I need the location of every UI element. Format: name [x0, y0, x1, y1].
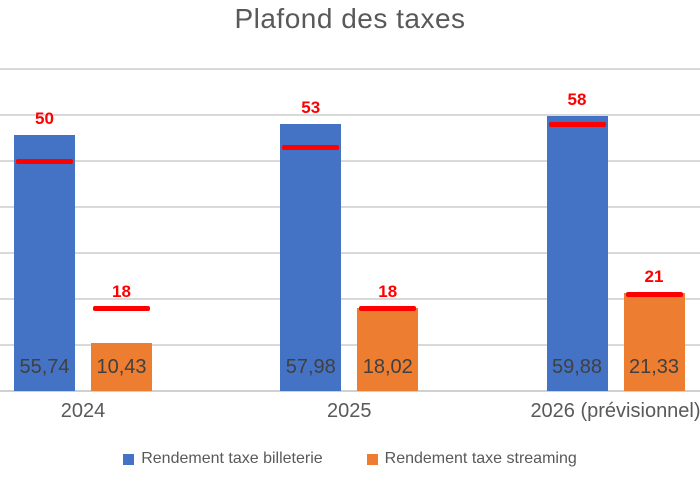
- bar-billeterie-2026: [546, 115, 608, 391]
- gridline-30: [0, 252, 700, 254]
- ceiling-label-billeterie-2026: 58: [567, 89, 587, 109]
- value-label-billeterie-2025: 57,98: [285, 356, 336, 378]
- value-label-streaming-2025: 18,02: [362, 356, 413, 378]
- bar-billeterie-2024: [14, 134, 75, 391]
- legend-swatch-icon: [123, 454, 135, 465]
- ceiling-label-streaming-2026: 21: [644, 266, 664, 286]
- ceiling-marker-streaming-2025: [359, 305, 417, 311]
- ceiling-marker-billeterie-2026: [548, 121, 606, 127]
- bar-streaming-2025: [357, 308, 419, 391]
- ceiling-marker-billeterie-2025: [282, 144, 340, 150]
- value-label-billeterie-2024: 55,74: [19, 356, 70, 378]
- ceiling-label-streaming-2024: 18: [112, 282, 131, 302]
- legend-label: Rendement taxe billeterie: [141, 450, 323, 467]
- ceiling-label-streaming-2025: 18: [378, 282, 398, 302]
- x-axis-line: [0, 390, 700, 392]
- gridline-70: [0, 68, 700, 70]
- value-label-billeterie-2026: 59,88: [551, 356, 603, 378]
- gridline-50: [0, 160, 700, 162]
- value-label-streaming-2024: 10,43: [96, 356, 147, 378]
- ceiling-marker-billeterie-2024: [16, 158, 73, 164]
- ceiling-marker-streaming-2024: [93, 305, 150, 311]
- legend-label: Rendement taxe streaming: [384, 450, 577, 467]
- gridline-10: [0, 344, 700, 346]
- legend: Rendement taxe billeterie Rendement taxe …: [0, 450, 700, 468]
- legend-swatch-icon: [366, 454, 378, 465]
- ceiling-marker-streaming-2026: [625, 291, 683, 297]
- bar-streaming-2026: [623, 292, 685, 391]
- category-label-2024: 2024: [60, 400, 106, 422]
- legend-item-streaming: Rendement taxe streaming: [366, 450, 577, 468]
- legend-item-billeterie: Rendement taxe billeterie: [123, 450, 323, 468]
- category-label-2025: 2025: [327, 400, 372, 422]
- bar-streaming-2024: [91, 343, 152, 391]
- ceiling-label-billeterie-2024: 50: [35, 108, 54, 128]
- gridline-20: [0, 298, 700, 300]
- chart-title: Plafond des taxes: [234, 3, 466, 34]
- ceiling-label-billeterie-2025: 53: [301, 98, 321, 118]
- gridline-60: [0, 114, 700, 116]
- category-label-2026: 2026 (prévisionnel): [530, 400, 700, 422]
- gridline-40: [0, 206, 700, 208]
- value-label-streaming-2026: 21,33: [628, 356, 680, 378]
- bar-billeterie-2025: [280, 124, 342, 391]
